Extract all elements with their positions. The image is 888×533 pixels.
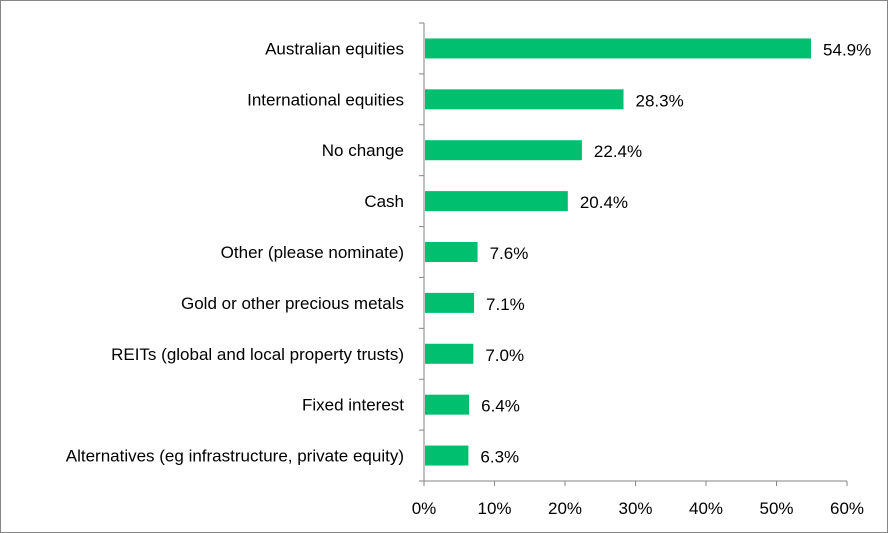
category-label: International equities [247,90,404,109]
value-label: 22.4% [594,142,642,161]
value-label: 6.3% [480,448,519,467]
value-label: 6.4% [481,397,520,416]
category-label: Alternatives (eg infrastructure, private… [66,447,404,466]
value-label: 28.3% [636,91,684,110]
category-label: No change [322,141,404,160]
bar [425,394,470,415]
value-labels: 54.9% 28.3% 22.4% 20.4% 7.6% 7.1% 7.0% 6.4% 6.3% [480,40,871,466]
value-label: 54.9% [823,40,871,59]
bar [425,191,568,212]
value-label: 7.1% [486,295,525,314]
category-label: Australian equities [265,39,404,58]
x-tick-label: 30% [618,499,652,518]
bar [425,292,475,313]
value-label: 7.6% [490,244,529,263]
category-label: Gold or other precious metals [181,294,404,313]
bar [425,140,582,161]
bar [425,343,474,364]
x-tick-label: 60% [830,499,864,518]
bars-group [425,38,812,466]
category-label: Other (please nominate) [221,243,404,262]
bar [425,445,469,466]
x-tick-labels: 0% 10% 20% 30% 40% 50% 60% [412,499,864,518]
category-labels: Australian equities International equitie… [66,39,405,465]
x-tick-label: 10% [477,499,511,518]
value-label: 7.0% [485,346,524,365]
bar [425,242,478,262]
x-tick-label: 0% [412,499,437,518]
x-tick-label: 40% [689,499,723,518]
x-tick-label: 20% [548,499,582,518]
category-label: REITs (global and local property trusts) [111,345,404,364]
category-label: Fixed interest [302,396,404,415]
x-tick-label: 50% [759,499,793,518]
bar [425,89,624,110]
bar [425,38,812,59]
chart-axes [419,22,848,486]
category-label: Cash [364,192,404,211]
value-label: 20.4% [580,193,628,212]
